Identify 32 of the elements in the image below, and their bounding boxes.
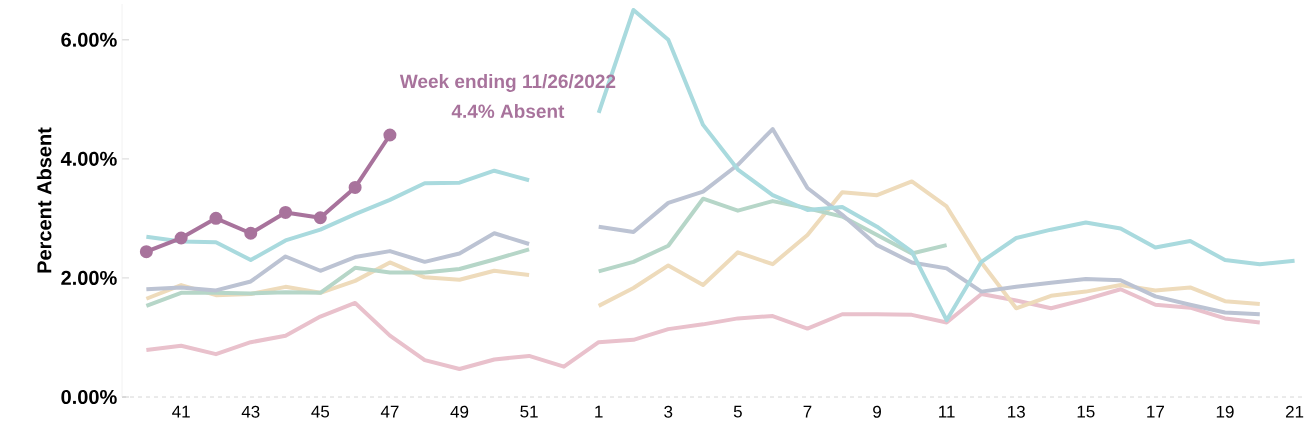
y-tick-label: 0.00% (61, 389, 117, 405)
y-axis-title: Percent Absent (36, 127, 52, 273)
point (139, 245, 153, 259)
y-tick-label: 4.00% (60, 151, 117, 166)
x-tick-label: 51 (520, 405, 538, 418)
point (383, 128, 397, 142)
x-tick-label: 11 (939, 405, 955, 418)
point (348, 180, 362, 194)
x-tick-label: 19 (1216, 405, 1234, 418)
point (174, 231, 188, 245)
x-tick-label: 47 (380, 405, 399, 418)
annotation: 4.4% Absent (451, 104, 565, 118)
y-tick-label: 2.00% (61, 270, 117, 285)
x-tick-label: 15 (1077, 405, 1095, 418)
x-tick-label: 1 (595, 405, 603, 418)
point (244, 226, 258, 240)
point (209, 211, 223, 225)
x-tick-label: 17 (1147, 405, 1164, 418)
x-tick-label: 7 (803, 405, 812, 418)
y-tick-label: 6.00% (61, 32, 117, 47)
x-tick-label: 49 (450, 405, 469, 418)
point (279, 205, 293, 219)
x-tick-label: 5 (733, 405, 742, 418)
x-tick-label: 13 (1008, 405, 1025, 418)
line-series (144, 287, 1262, 372)
x-tick-label: 45 (311, 405, 330, 418)
x-tick-label: 9 (873, 405, 881, 418)
x-tick-label: 3 (664, 405, 673, 418)
x-tick-label: 41 (172, 405, 190, 418)
x-tick-label: 43 (241, 405, 260, 418)
x-tick-label: 21 (1285, 405, 1304, 418)
point (313, 211, 327, 225)
